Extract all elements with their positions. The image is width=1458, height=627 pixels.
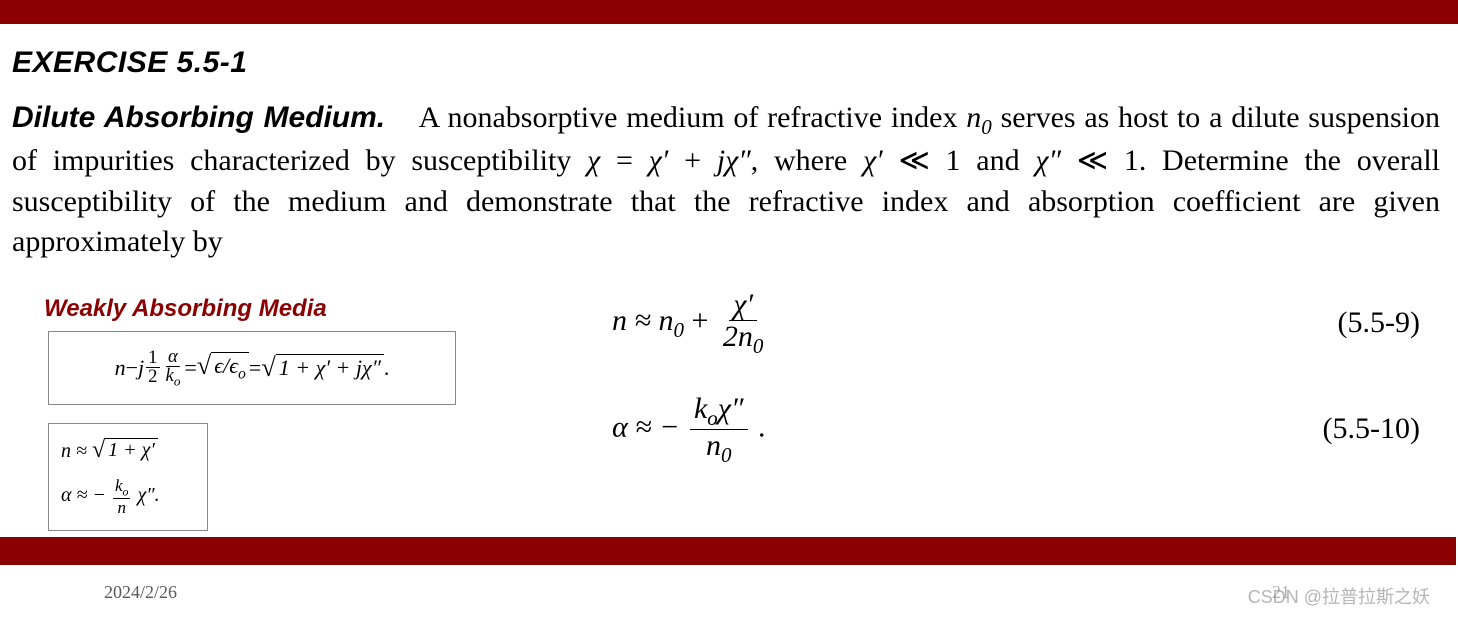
b1-eq1: = <box>184 355 196 381</box>
chi-dprime: χ″ <box>725 144 751 177</box>
chi-prime-2: χ′ <box>863 144 883 177</box>
slide-content: EXERCISE 5.5-1 Dilute Absorbing Medium. … <box>0 24 1458 573</box>
chi-prime: χ′ <box>649 144 669 177</box>
eq-sign: = <box>600 144 648 177</box>
equation-5-5-9: n ≈ n0 + χ′ 2n0 (5.5-9) <box>612 289 1420 358</box>
equation-5-5-10: α ≈ − koχ″ n0 . (5.5-10) <box>612 393 1420 466</box>
ll-1: ≪ 1 <box>883 144 961 177</box>
eq1-number: (5.5-9) <box>1338 306 1420 340</box>
problem-text-1: A nonabsorptive medium of refractive ind… <box>419 101 967 134</box>
problem-text-3: , where <box>751 144 863 177</box>
lower-region: Weakly Absorbing Media n − j 1 2 α ko = … <box>12 283 1440 573</box>
problem-lead: Dilute Absorbing Medium. <box>12 101 385 134</box>
derivation-box-1: n − j 1 2 α ko = √ ϵ/ϵo = √ 1 + χ′ + jχ″… <box>48 331 456 405</box>
b2-line2: α ≈ − ko n χ″. <box>61 477 160 516</box>
bottom-accent-bar <box>0 537 1456 565</box>
b1-half: 1 2 <box>146 349 159 387</box>
top-accent-bar <box>0 0 1458 24</box>
derivation-box-2: n ≈ √ 1 + χ′ α ≈ − ko n χ″. <box>48 423 208 531</box>
b1-dot: . <box>384 355 390 381</box>
eq2-body: α ≈ − koχ″ n0 . <box>612 393 766 466</box>
b1-minus: − <box>126 355 138 381</box>
b1-alpha-over-ko: α ko <box>164 348 183 389</box>
b1-eq2: = <box>249 355 261 381</box>
eq1-body: n ≈ n0 + χ′ 2n0 <box>612 289 770 358</box>
chi-lhs: χ <box>587 144 600 177</box>
j-1: j <box>717 144 725 177</box>
slide-date: 2024/2/26 <box>104 582 177 603</box>
watermark: CSDN @拉普拉斯之妖 <box>1248 583 1430 609</box>
and: and <box>961 144 1036 177</box>
exercise-title: EXERCISE 5.5-1 <box>12 46 1440 80</box>
var-n0: n0 <box>966 101 992 134</box>
eq2-number: (5.5-10) <box>1323 412 1420 446</box>
ll-2: ≪ 1 <box>1061 144 1139 177</box>
b1-j: j <box>138 355 144 381</box>
b1-sqrt1: √ ϵ/ϵo <box>197 352 249 383</box>
chi-dprime-2: χ″ <box>1035 144 1061 177</box>
plus-1: + <box>668 144 716 177</box>
b1-n: n <box>115 355 126 381</box>
b1-sqrt2: √ 1 + χ′ + jχ″ <box>261 354 384 381</box>
weakly-absorbing-title: Weakly Absorbing Media <box>44 295 327 323</box>
problem-statement: Dilute Absorbing Medium. A nonabsorptive… <box>12 98 1440 263</box>
b2-line1: n ≈ √ 1 + χ′ <box>61 438 158 463</box>
bottom-left-accent-block <box>8 537 38 565</box>
